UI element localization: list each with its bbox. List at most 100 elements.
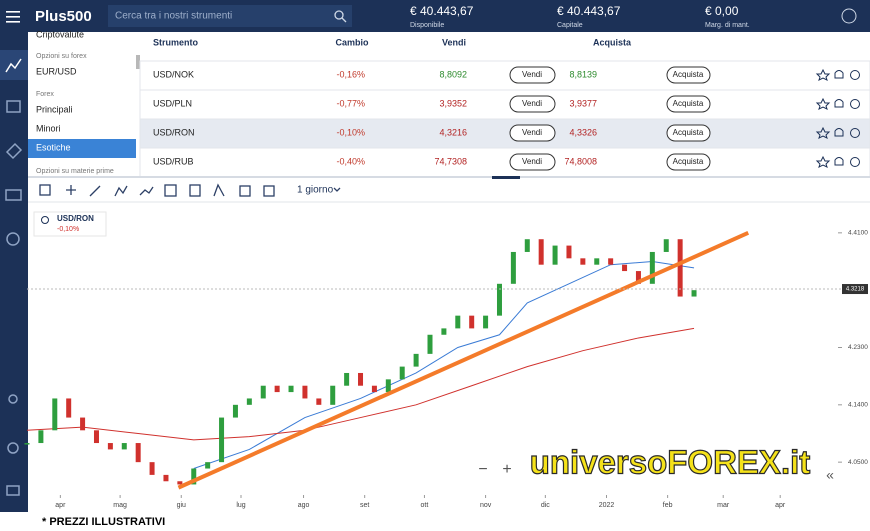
alert-icon[interactable]: [834, 70, 844, 79]
menu-item[interactable]: EUR/USD: [36, 66, 77, 76]
instrument: USD/PLN: [153, 98, 192, 108]
footer-note: * PREZZI ILLUSTRATIVI: [42, 516, 165, 528]
buy-button[interactable]: [666, 124, 711, 142]
scrollbar[interactable]: [136, 55, 140, 69]
candle: [663, 239, 669, 252]
candle: [344, 372, 350, 386]
timeframe[interactable]: 1 giorno: [297, 185, 334, 196]
search-box[interactable]: [108, 5, 352, 27]
table-row[interactable]: [139, 60, 870, 91]
sell-button[interactable]: [509, 95, 556, 113]
tool-icon[interactable]: [189, 184, 201, 197]
sell-button[interactable]: [509, 66, 556, 84]
menu-item[interactable]: Principali: [36, 104, 73, 114]
sell-button-label[interactable]: Vendi: [522, 157, 542, 166]
buy-price: 74,8008: [564, 156, 597, 166]
candle: [371, 385, 377, 393]
favorite-icon[interactable]: [815, 97, 831, 110]
tool-icon[interactable]: [89, 185, 101, 197]
info-icon[interactable]: [850, 70, 860, 80]
sell-price: 8,8092: [439, 69, 467, 79]
tool-icon[interactable]: [263, 185, 275, 197]
menu-item[interactable]: Esotiche: [36, 142, 71, 152]
wallet-icon[interactable]: [5, 189, 22, 201]
column-header: Vendi: [442, 37, 466, 47]
alert-icon[interactable]: [834, 128, 844, 137]
dropdown-caret[interactable]: [333, 187, 341, 192]
tag-icon[interactable]: [5, 142, 23, 160]
last-price-tag: [842, 284, 868, 295]
table-row[interactable]: [139, 147, 870, 178]
menu-selected[interactable]: [28, 139, 136, 158]
buy-button-label[interactable]: Acquista: [673, 128, 704, 137]
watermark: universoFOREX.it: [530, 444, 811, 481]
sell-button-label[interactable]: Vendi: [522, 128, 542, 137]
buy-button-label[interactable]: Acquista: [673, 157, 704, 166]
candle: [163, 474, 169, 482]
trade-icon[interactable]: [6, 100, 21, 113]
buy-button-label[interactable]: Acquista: [673, 99, 704, 108]
info-icon[interactable]: [850, 128, 860, 138]
alert-icon[interactable]: [834, 157, 844, 166]
tool-icon[interactable]: [164, 184, 177, 197]
alert-icon[interactable]: [834, 99, 844, 108]
zoom-in[interactable]: +: [502, 461, 511, 478]
legend-symbol: USD/RON: [57, 214, 94, 223]
candle: [427, 334, 433, 354]
instrument: USD/RUB: [153, 156, 194, 166]
buy-button[interactable]: [666, 153, 711, 171]
buy-button[interactable]: [666, 95, 711, 113]
candle: [93, 430, 99, 444]
menu-item[interactable]: Minori: [36, 123, 61, 133]
sell-button-label[interactable]: Vendi: [522, 70, 542, 79]
menu-item[interactable]: Criptovalute: [36, 29, 84, 39]
splitter-handle[interactable]: [492, 176, 520, 179]
candle: [260, 385, 266, 399]
change: -0,16%: [336, 69, 365, 79]
menu-icon[interactable]: [6, 11, 20, 23]
zoom-out[interactable]: −: [478, 461, 487, 478]
candle: [274, 385, 280, 393]
search-icon[interactable]: [334, 10, 344, 20]
money-icon[interactable]: [6, 232, 20, 246]
tool-icon[interactable]: [66, 185, 76, 195]
x-tick-label: feb: [663, 502, 673, 509]
chat-icon[interactable]: [6, 485, 20, 496]
candle: [316, 398, 322, 405]
table-row[interactable]: [139, 89, 870, 120]
moving-average: [193, 261, 695, 469]
sell-button-label[interactable]: Vendi: [522, 99, 542, 108]
theme-icon[interactable]: [8, 394, 18, 404]
candle: [441, 328, 447, 335]
info-icon[interactable]: [850, 157, 860, 167]
candle: [608, 258, 614, 265]
scroll-end[interactable]: «: [826, 467, 834, 483]
account-icon[interactable]: [841, 8, 857, 24]
favorite-icon[interactable]: [815, 68, 831, 81]
candle: [288, 385, 294, 393]
table-row[interactable]: [139, 118, 870, 149]
candle: [635, 271, 641, 284]
tool-icon[interactable]: [213, 183, 225, 197]
info-icon[interactable]: [41, 216, 49, 224]
buy-button[interactable]: [666, 66, 711, 84]
buy-button-label[interactable]: Acquista: [673, 70, 704, 79]
support-icon[interactable]: [7, 442, 19, 454]
tool-icon[interactable]: [239, 185, 251, 197]
stat-value: € 40.443,67: [557, 4, 621, 18]
sell-button[interactable]: [509, 153, 556, 171]
plot: 4.4100 4.2300 4.1400 4.0500 apr mag giu lug ago s…: [24, 230, 868, 509]
sell-button[interactable]: [509, 124, 556, 142]
y-tick-label: 4.0500: [848, 459, 868, 466]
search-icon: [341, 17, 347, 23]
buy-price: 4,3326: [569, 127, 597, 137]
candle: [66, 398, 72, 418]
favorite-icon[interactable]: [815, 126, 831, 139]
info-icon[interactable]: [850, 99, 860, 109]
tool-icon[interactable]: [114, 185, 128, 197]
chart-icon[interactable]: [5, 58, 22, 73]
favorite-icon[interactable]: [815, 155, 831, 168]
tool-icon[interactable]: [139, 186, 154, 196]
tool-icon[interactable]: [39, 184, 51, 196]
